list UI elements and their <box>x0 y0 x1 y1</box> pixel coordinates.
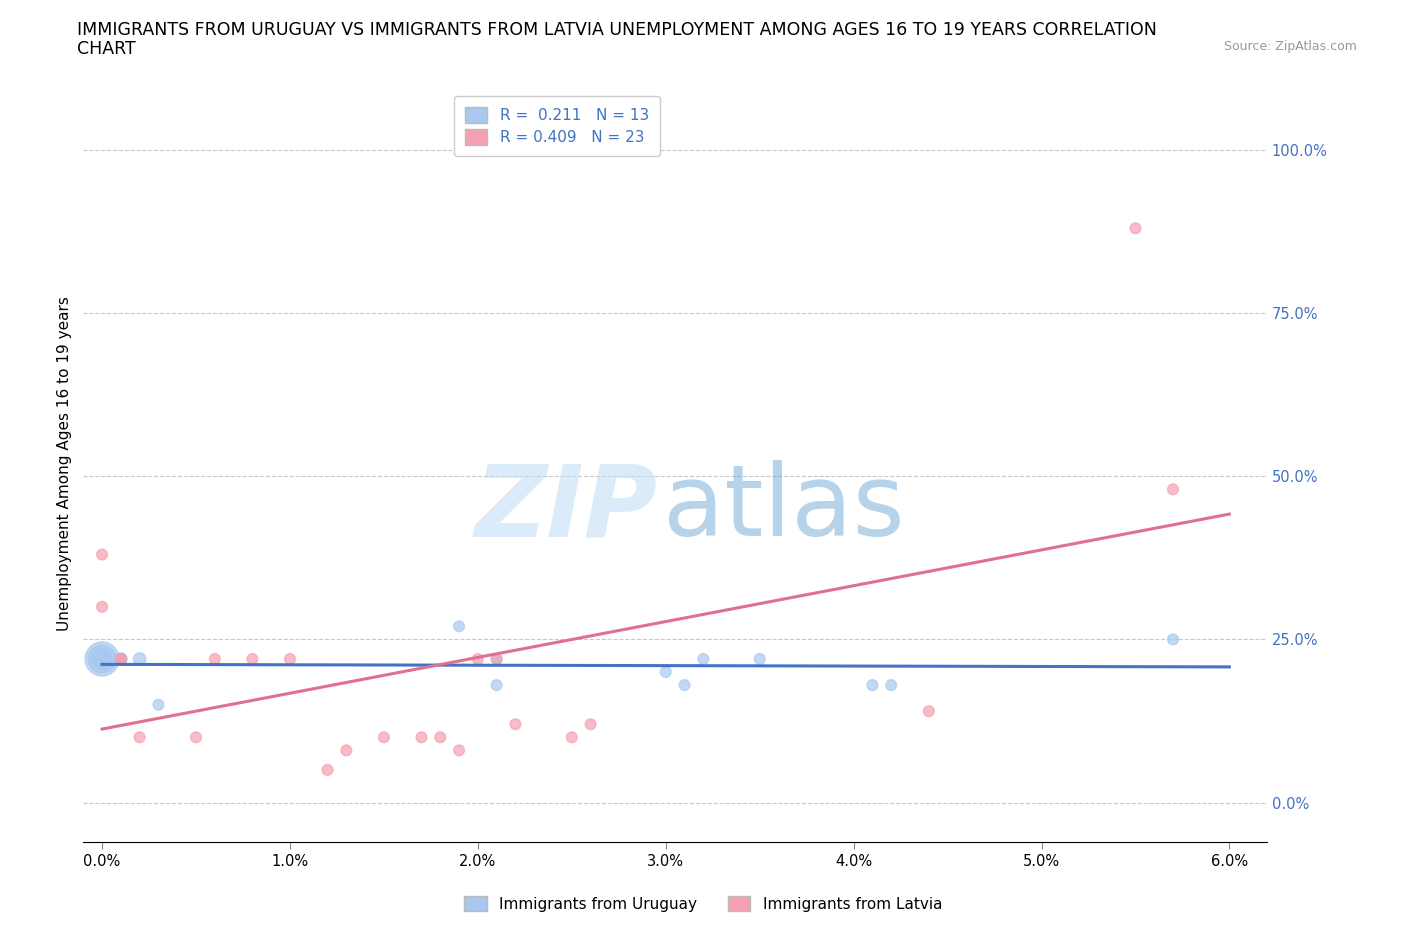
Point <box>148 698 170 712</box>
Point <box>561 730 583 745</box>
Point <box>91 599 114 614</box>
Point <box>373 730 395 745</box>
Point <box>242 652 264 667</box>
Point <box>1161 632 1184 647</box>
Point <box>91 547 114 562</box>
Point <box>449 619 471 634</box>
Point <box>278 652 301 667</box>
Text: Source: ZipAtlas.com: Source: ZipAtlas.com <box>1223 40 1357 53</box>
Point <box>692 652 714 667</box>
Point <box>316 763 339 777</box>
Point <box>748 652 770 667</box>
Legend: Immigrants from Uruguay, Immigrants from Latvia: Immigrants from Uruguay, Immigrants from… <box>458 889 948 918</box>
Point <box>485 652 508 667</box>
Point <box>110 652 132 667</box>
Point <box>110 652 132 667</box>
Legend: R =  0.211   N = 13, R = 0.409   N = 23: R = 0.211 N = 13, R = 0.409 N = 23 <box>454 96 659 155</box>
Point <box>485 678 508 693</box>
Point <box>411 730 433 745</box>
Point <box>449 743 471 758</box>
Y-axis label: Unemployment Among Ages 16 to 19 years: Unemployment Among Ages 16 to 19 years <box>58 296 72 631</box>
Point <box>467 652 489 667</box>
Point <box>1161 482 1184 497</box>
Text: CHART: CHART <box>77 40 136 58</box>
Point <box>128 730 150 745</box>
Point <box>505 717 527 732</box>
Point <box>91 652 114 667</box>
Point <box>335 743 357 758</box>
Text: ZIP: ZIP <box>474 460 658 557</box>
Point <box>485 652 508 667</box>
Point <box>918 704 941 719</box>
Point <box>91 652 114 667</box>
Point <box>1125 220 1147 235</box>
Point <box>880 678 903 693</box>
Point <box>655 665 678 680</box>
Point <box>204 652 226 667</box>
Point <box>91 652 114 667</box>
Point <box>673 678 696 693</box>
Point <box>579 717 602 732</box>
Point <box>110 652 132 667</box>
Text: IMMIGRANTS FROM URUGUAY VS IMMIGRANTS FROM LATVIA UNEMPLOYMENT AMONG AGES 16 TO : IMMIGRANTS FROM URUGUAY VS IMMIGRANTS FR… <box>77 21 1157 39</box>
Point <box>128 652 150 667</box>
Point <box>184 730 207 745</box>
Point <box>91 652 114 667</box>
Point <box>429 730 451 745</box>
Text: atlas: atlas <box>664 460 905 557</box>
Point <box>110 652 132 667</box>
Point <box>862 678 884 693</box>
